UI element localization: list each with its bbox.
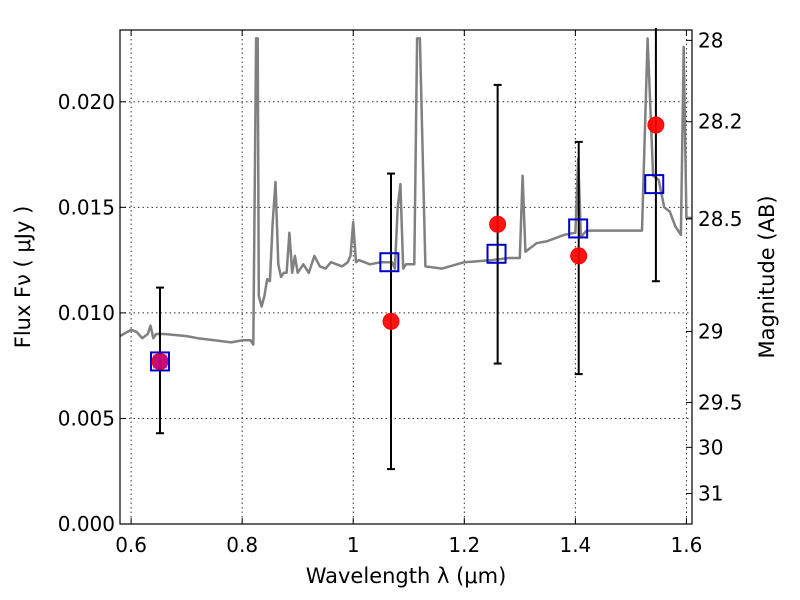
- plot-background: [120, 30, 692, 524]
- right-tick-label: 29.5: [698, 391, 743, 415]
- square-point: [379, 252, 400, 273]
- right-tick-label: 28.5: [698, 207, 743, 231]
- y-axis-title: Flux Fν ( μJy ): [11, 206, 35, 349]
- overlap-tint: [152, 354, 167, 369]
- y-tick-label: 0.020: [58, 90, 115, 114]
- x-axis-title: Wavelength λ (μm): [306, 564, 507, 588]
- square-point: [644, 174, 665, 195]
- plot-frame: [119, 29, 693, 525]
- y-tick-label: 0.010: [58, 301, 115, 325]
- right-tick-label: 29: [698, 319, 723, 343]
- circle-point: [382, 312, 400, 330]
- circle-marker-layer: [151, 116, 665, 370]
- circle-point: [489, 215, 507, 233]
- spectrum-layer: [119, 37, 692, 346]
- y-tick-label: 0.015: [58, 195, 115, 219]
- right-tick-label: 28.2: [698, 110, 743, 134]
- x-axis-ticks: 0.6 0.8 1 1.2 1.4 1.6: [115, 30, 702, 557]
- right-axis-title: Magnitude (AB): [755, 195, 779, 358]
- x-tick-label: 0.6: [115, 533, 147, 557]
- square-point: [568, 218, 589, 239]
- circle-point: [647, 116, 665, 134]
- grid-lines: [120, 30, 692, 524]
- square-point: [149, 351, 170, 372]
- x-tick-label: 1.4: [559, 533, 591, 557]
- x-tick-label: 1.6: [671, 533, 703, 557]
- right-tick-label: 30: [698, 435, 723, 459]
- x-tick-label: 0.8: [226, 533, 258, 557]
- right-tick-label: 28: [698, 28, 723, 52]
- y-tick-label: 0.005: [58, 406, 115, 430]
- x-tick-label: 1.2: [448, 533, 480, 557]
- square-marker-layer: [149, 174, 665, 372]
- circle-point: [570, 247, 588, 265]
- right-axis-ticks: 28 28.2 28.5 29 29.5 30 31: [686, 28, 743, 505]
- y-tick-label: 0.000: [58, 512, 115, 536]
- spectrum-line: [119, 37, 692, 346]
- x-tick-label: 1: [347, 533, 360, 557]
- y-axis-ticks: 0.000 0.005 0.010 0.015 0.020: [58, 90, 126, 536]
- right-tick-label: 31: [698, 481, 723, 505]
- square-point: [486, 243, 507, 264]
